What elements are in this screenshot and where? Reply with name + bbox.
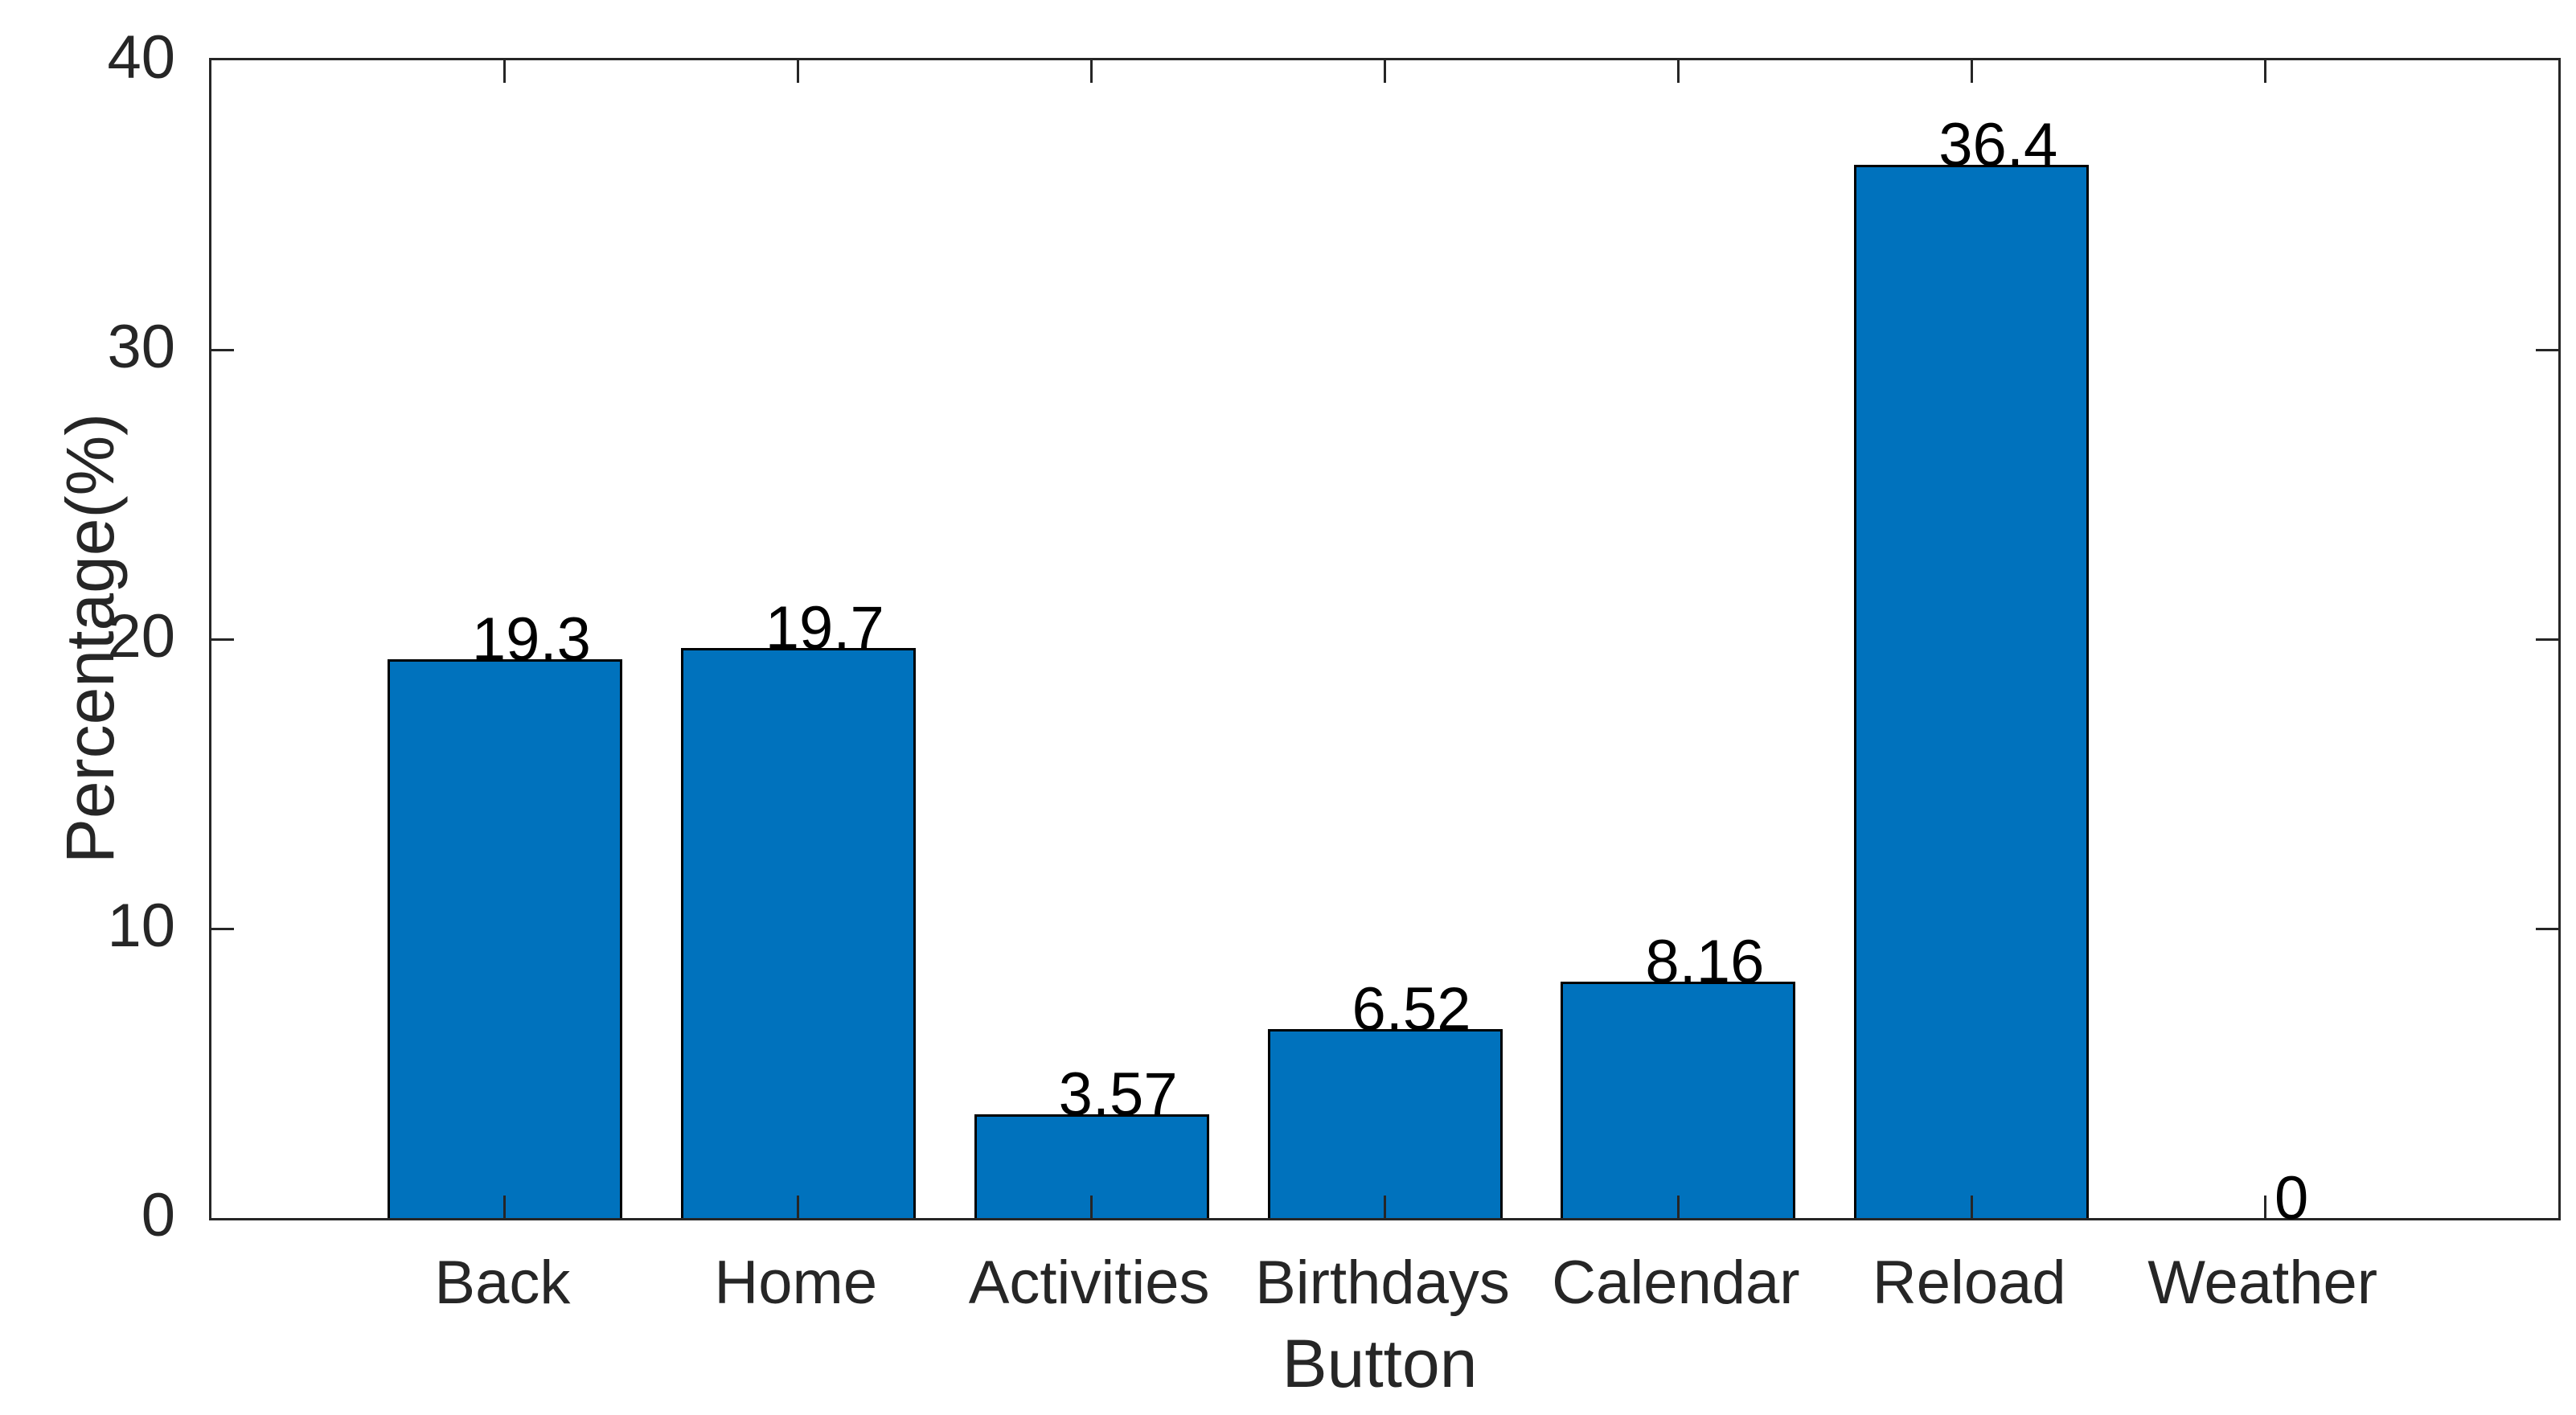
x-tick-label-birthdays: Birthdays bbox=[1255, 1249, 1510, 1317]
bar-reload bbox=[1854, 164, 2090, 1218]
x-bottom-tick-home bbox=[797, 1196, 800, 1218]
x-tick-label-home: Home bbox=[714, 1249, 878, 1317]
x-bottom-tick-reload bbox=[1970, 1196, 1973, 1218]
x-bottom-tick-back bbox=[503, 1196, 507, 1218]
x-tick-label-reload: Reload bbox=[1872, 1249, 2066, 1317]
y-tick-label-20: 20 bbox=[107, 602, 175, 671]
value-label-activities: 3.57 bbox=[1058, 1060, 1178, 1130]
x-bottom-tick-birthdays bbox=[1384, 1196, 1386, 1218]
y-tick-label-40: 40 bbox=[107, 23, 175, 92]
x-bottom-tick-activities bbox=[1090, 1196, 1093, 1218]
bar-calendar bbox=[1561, 982, 1796, 1218]
plot-area: 19.3 19.7 3.57 6.52 8.16 36.4 0 bbox=[209, 58, 2561, 1229]
y-right-tick-10 bbox=[2536, 927, 2558, 930]
value-label-calendar: 8.16 bbox=[1645, 928, 1765, 997]
y-tick-label-0: 0 bbox=[141, 1181, 175, 1249]
bar-home bbox=[680, 647, 916, 1218]
x-top-tick-home bbox=[797, 60, 800, 83]
y-tick-label-30: 30 bbox=[107, 313, 175, 381]
value-label-home: 19.7 bbox=[765, 593, 884, 662]
x-tick-label-calendar: Calendar bbox=[1552, 1249, 1800, 1317]
x-top-tick-back bbox=[503, 60, 507, 83]
y-right-tick-20 bbox=[2536, 638, 2558, 641]
value-label-birthdays: 6.52 bbox=[1352, 975, 1471, 1044]
x-bottom-tick-calendar bbox=[1676, 1196, 1680, 1218]
value-label-back: 19.3 bbox=[471, 605, 591, 675]
y-tick-label-10: 10 bbox=[107, 892, 175, 960]
bar-birthdays bbox=[1267, 1029, 1503, 1218]
y-left-tick-20 bbox=[211, 638, 234, 641]
x-bottom-tick-weather bbox=[2263, 1196, 2266, 1218]
value-label-reload: 36.4 bbox=[1938, 110, 2058, 179]
y-right-tick-30 bbox=[2536, 348, 2558, 351]
x-top-tick-birthdays bbox=[1384, 60, 1386, 83]
x-top-tick-activities bbox=[1090, 60, 1093, 83]
bar-back bbox=[387, 659, 622, 1218]
x-top-tick-reload bbox=[1970, 60, 1973, 83]
y-left-tick-30 bbox=[211, 348, 234, 351]
x-top-tick-weather bbox=[2263, 60, 2266, 83]
x-tick-label-weather: Weather bbox=[2147, 1249, 2378, 1317]
x-tick-label-back: Back bbox=[434, 1249, 571, 1317]
value-label-weather: 0 bbox=[2274, 1164, 2309, 1232]
x-tick-label-activities: Activities bbox=[968, 1249, 1210, 1317]
y-left-tick-10 bbox=[211, 927, 234, 930]
x-axis-label: Button bbox=[1282, 1326, 1478, 1401]
x-top-tick-calendar bbox=[1676, 60, 1680, 83]
